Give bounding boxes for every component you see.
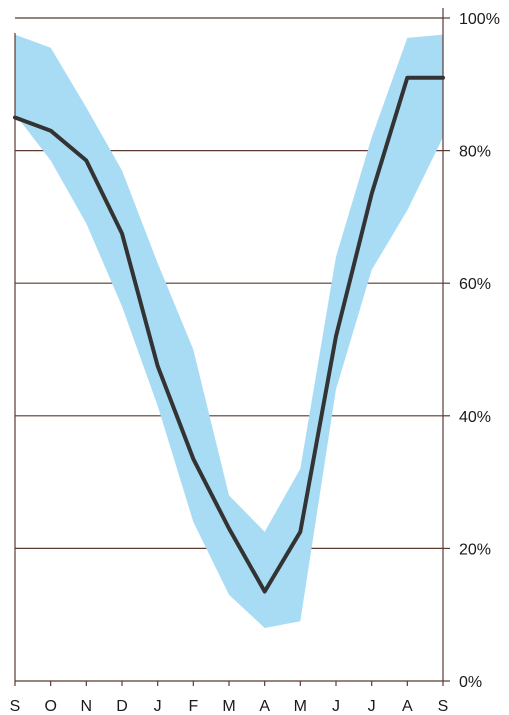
y-tick-label: 20% <box>459 541 491 558</box>
x-tick-label: A <box>259 698 270 715</box>
y-tick-label: 0% <box>459 674 482 691</box>
x-tick-label: J <box>154 698 162 715</box>
y-tick-labels: 0% 20% 40% 60% 80% 100% <box>459 11 500 691</box>
y-tick-label: 80% <box>459 144 491 161</box>
x-tick-label: J <box>368 698 376 715</box>
range-band <box>15 34 443 629</box>
x-tick-label: M <box>222 698 235 715</box>
y-tick-label: 40% <box>459 409 491 426</box>
x-tick-label: F <box>188 698 198 715</box>
y-tick-label: 100% <box>459 11 500 28</box>
x-tick-label: S <box>10 698 21 715</box>
x-tick-label: S <box>438 698 449 715</box>
x-tick-label: O <box>44 698 56 715</box>
axes <box>14 8 450 686</box>
x-tick-label: M <box>294 698 307 715</box>
y-tick-label: 60% <box>459 276 491 293</box>
x-tick-label: N <box>81 698 93 715</box>
x-tick-label: D <box>116 698 128 715</box>
x-tick-label: A <box>402 698 413 715</box>
series-line <box>13 75 445 594</box>
x-tick-label: J <box>332 698 340 715</box>
